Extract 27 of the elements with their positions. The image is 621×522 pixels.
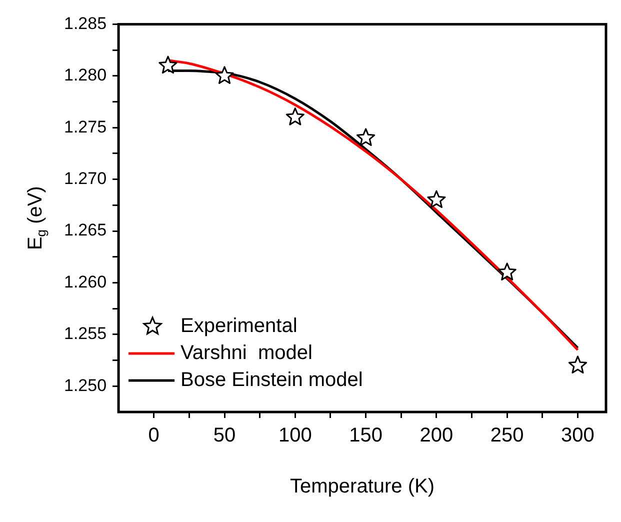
legend-label: Bose Einstein model xyxy=(180,369,363,392)
y-tick-label: 1.265 xyxy=(64,220,107,240)
x-tick-label: 50 xyxy=(213,424,236,447)
point xyxy=(215,66,234,84)
x-tick-label: 250 xyxy=(490,424,524,447)
y-tick-label: 1.270 xyxy=(64,169,107,188)
x-axis-title: Temperature (K) xyxy=(290,476,435,498)
y-tick-label: 1.255 xyxy=(64,324,107,344)
y-tick-label: 1.260 xyxy=(64,272,107,292)
point xyxy=(568,356,588,374)
legend-label: Varshni model xyxy=(180,342,312,364)
y-axis-title: Eg (eV) xyxy=(24,186,49,250)
point xyxy=(427,190,446,208)
x-tick-label: 0 xyxy=(148,424,160,447)
y-tick-label: 1.285 xyxy=(64,14,107,33)
legend-label: Experimental xyxy=(180,315,298,338)
point xyxy=(286,108,304,126)
point xyxy=(356,128,376,146)
x-tick-label: 150 xyxy=(349,424,382,447)
y-tick-label: 1.250 xyxy=(64,376,107,395)
y-tick-label: 1.275 xyxy=(64,117,107,136)
y-tick-label: 1.280 xyxy=(64,66,107,85)
point xyxy=(498,262,516,280)
x-tick-label: 300 xyxy=(561,424,594,447)
x-tick-label: 200 xyxy=(420,424,454,447)
x-tick-label: 100 xyxy=(278,424,312,447)
point xyxy=(158,56,178,74)
